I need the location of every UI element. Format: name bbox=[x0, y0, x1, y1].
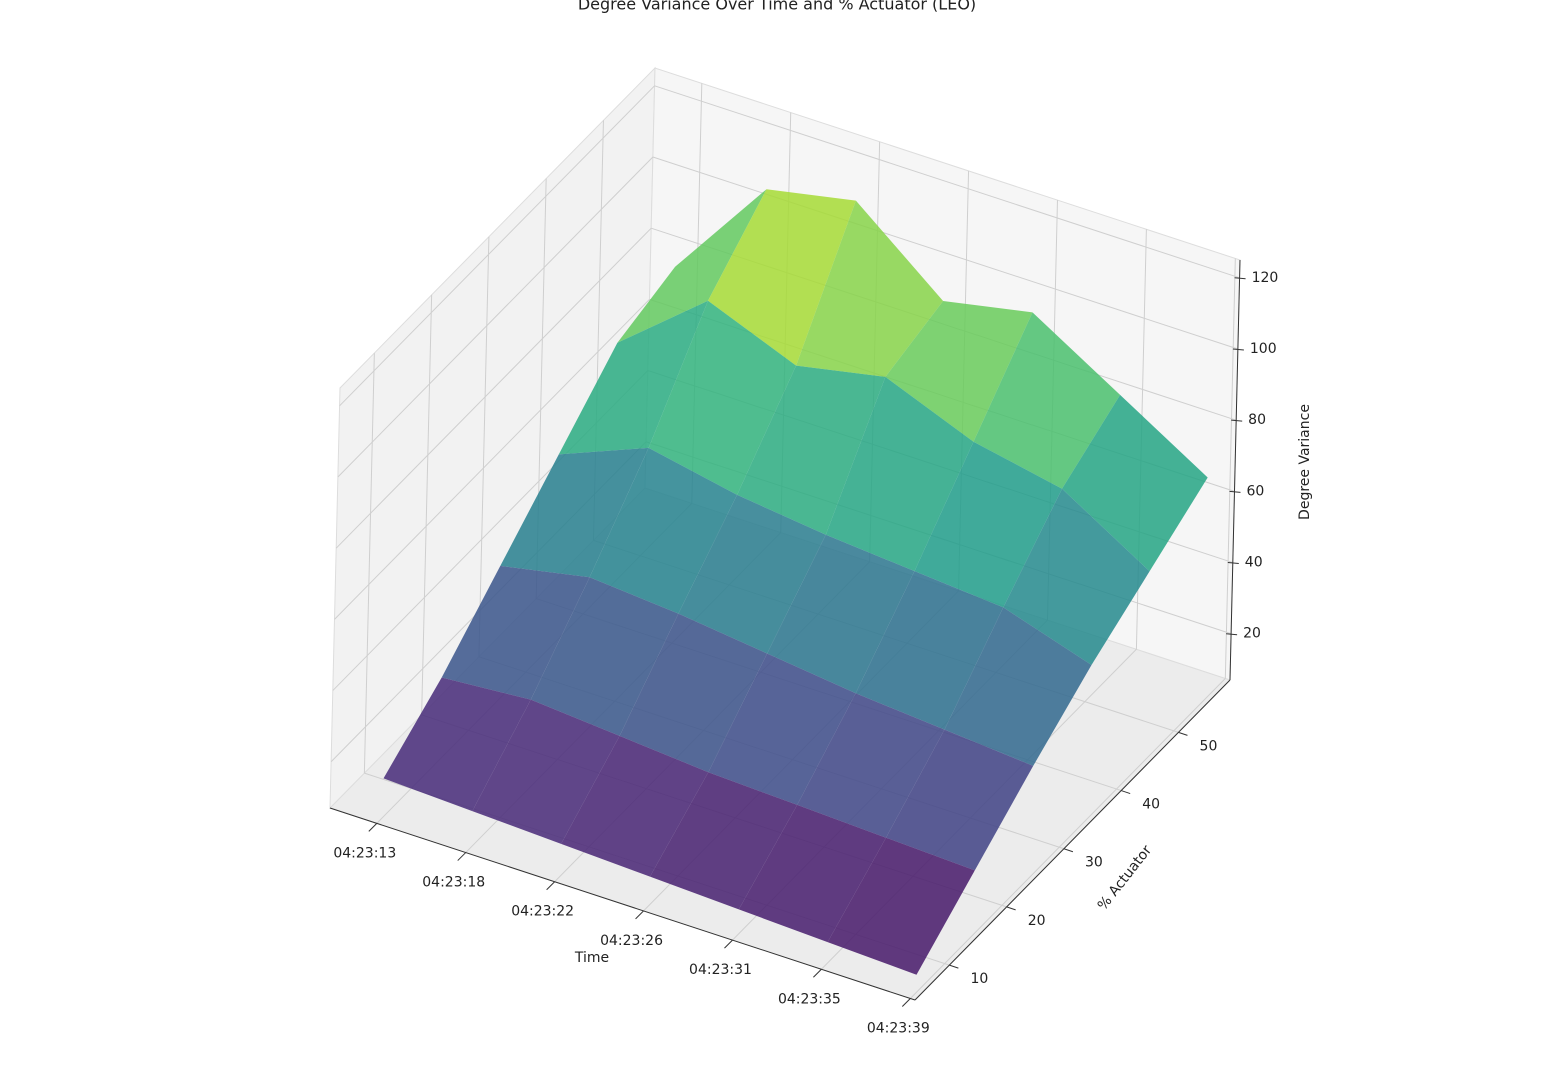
grid-line bbox=[339, 85, 655, 407]
x-tick-label: 04:23:13 bbox=[333, 845, 396, 861]
z-axis-label: Degree Variance bbox=[1297, 404, 1313, 520]
grid-line bbox=[1224, 258, 1236, 679]
z-tick bbox=[1231, 419, 1243, 422]
surface-face bbox=[558, 300, 708, 455]
x-tick-label: 04:23:22 bbox=[511, 904, 574, 920]
grid-line bbox=[909, 678, 1226, 999]
x-tick-label: 04:23:31 bbox=[689, 962, 752, 978]
x-tick-label: 04:23:35 bbox=[778, 991, 841, 1007]
surface-face bbox=[827, 837, 975, 975]
x-tick bbox=[368, 823, 378, 832]
surface-face bbox=[796, 200, 944, 377]
surface-face bbox=[678, 494, 826, 654]
grid-line bbox=[478, 236, 490, 657]
surface-face bbox=[973, 312, 1121, 489]
surface-face bbox=[648, 300, 797, 495]
surface-face bbox=[589, 447, 738, 614]
x-tick bbox=[457, 852, 467, 861]
surface-face bbox=[619, 613, 768, 773]
z-tick-label: 80 bbox=[1248, 412, 1266, 428]
x-tick-label: 04:23:26 bbox=[600, 933, 663, 949]
grid-line bbox=[337, 156, 654, 478]
surface-face bbox=[561, 735, 709, 877]
x-tick-label: 04:23:18 bbox=[422, 875, 485, 891]
y-tick-label: 30 bbox=[1085, 855, 1103, 871]
chart-title: Degree Variance Over Time and % Actuator… bbox=[578, 0, 976, 14]
x-tick bbox=[546, 881, 555, 891]
grid-line bbox=[654, 85, 1240, 279]
z-tick-label: 20 bbox=[1243, 626, 1261, 642]
y-tick bbox=[1178, 731, 1188, 736]
y-tick-label: 10 bbox=[970, 971, 988, 987]
x-tick bbox=[813, 968, 822, 978]
x-axis-label: Time bbox=[574, 950, 609, 966]
y-axis-label: % Actuator bbox=[1095, 842, 1155, 913]
grid-line bbox=[363, 353, 375, 774]
y-tick-label: 40 bbox=[1142, 797, 1160, 813]
axis-line bbox=[1229, 259, 1241, 681]
x-tick bbox=[635, 910, 644, 920]
surface-face bbox=[944, 607, 1092, 766]
z-tick bbox=[1229, 490, 1241, 493]
surface-face bbox=[767, 534, 915, 694]
x-tick-label: 04:23:39 bbox=[867, 1020, 930, 1036]
surface-face bbox=[825, 376, 974, 572]
surface-face bbox=[885, 301, 1033, 442]
surface-face bbox=[797, 693, 945, 838]
y-tick bbox=[1006, 906, 1016, 911]
surface-face bbox=[617, 189, 767, 343]
z-tick bbox=[1232, 348, 1244, 351]
surface-face bbox=[886, 729, 1034, 871]
surface-face bbox=[650, 772, 798, 910]
y-tick-label: 20 bbox=[1028, 913, 1046, 929]
z-tick-label: 40 bbox=[1245, 555, 1263, 571]
z-tick bbox=[1226, 633, 1238, 636]
surface-face bbox=[383, 677, 531, 812]
y-tick-label: 50 bbox=[1200, 738, 1218, 754]
surface-face bbox=[441, 565, 590, 700]
y-tick bbox=[1063, 848, 1074, 853]
surface-face bbox=[737, 365, 886, 535]
z-tick bbox=[1234, 277, 1246, 280]
z-tick-label: 120 bbox=[1252, 270, 1279, 286]
axis-line bbox=[914, 679, 1231, 1001]
surface-face bbox=[472, 699, 620, 844]
x-tick bbox=[724, 939, 733, 949]
surface-face bbox=[500, 447, 649, 578]
z-tick-label: 100 bbox=[1250, 341, 1277, 357]
surface-face bbox=[1003, 488, 1150, 665]
grid-line bbox=[421, 294, 433, 715]
grid-line bbox=[652, 156, 1239, 350]
surface-face bbox=[708, 189, 856, 366]
z-tick-label: 60 bbox=[1246, 483, 1264, 499]
y-tick bbox=[1121, 790, 1131, 795]
surface-face bbox=[1062, 394, 1208, 572]
surface-face bbox=[708, 653, 856, 805]
axis-line bbox=[329, 807, 916, 1001]
surface-face bbox=[530, 577, 679, 736]
x-tick bbox=[901, 998, 911, 1007]
z-tick bbox=[1227, 562, 1239, 565]
grid-line bbox=[334, 299, 650, 620]
grid-line bbox=[335, 227, 652, 549]
surface-face bbox=[855, 571, 1004, 730]
y-tick bbox=[949, 964, 959, 969]
surface-face bbox=[738, 804, 886, 943]
surface-face bbox=[914, 441, 1062, 608]
